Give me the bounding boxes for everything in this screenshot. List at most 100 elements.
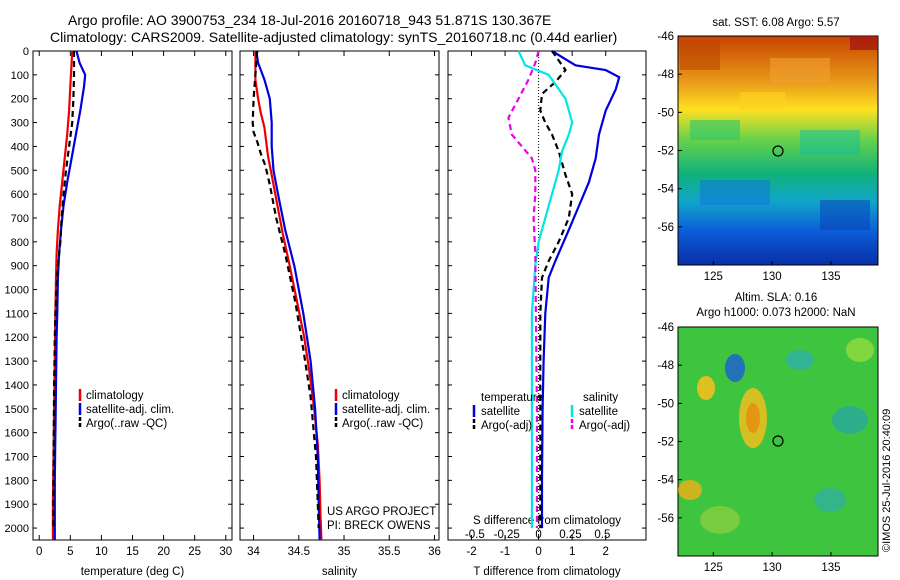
temp-legend-label: climatology [86,390,144,402]
depth-tick-label: 1000 [5,285,29,297]
depth-tick-label: 1800 [5,475,29,487]
depth-tick-label: 1400 [5,380,29,392]
sal-xlabel: salinity [322,566,357,578]
temp-xtick-label: 15 [126,546,139,558]
diff-series-3 [507,50,540,529]
depth-tick-label: 1200 [5,332,29,344]
temp-xtick-label: 20 [157,546,170,558]
sal-legend-label: Argo(..raw -QC) [342,418,423,430]
depth-tick-label: 1700 [5,452,29,464]
project-line-1: US ARGO PROJECT [327,506,436,518]
sst_map-xtick-label: 135 [821,271,840,283]
sla_map-ytick-label: -52 [657,437,674,449]
sst_map-ytick-label: -48 [657,69,674,81]
sal-legend-label: climatology [342,390,400,402]
temp-xtick-label: 0 [36,546,42,558]
depth-tick-label: 300 [11,118,29,130]
temp-plot-frame [32,50,233,541]
sla-map-texture [678,338,874,534]
sst-map: sat. SST: 6.08 Argo: 5.57 [677,17,879,266]
sal-xtick-label: 35.5 [378,546,400,558]
diff-xtick2-label: 0.5 [594,529,610,541]
depth-tick-label: 600 [11,189,29,201]
sla-map-subtitle: Argo h1000: 0.073 h2000: NaN [696,307,855,319]
depth-tick-label: 500 [11,165,29,177]
sla-map: Altim. SLA: 0.16 Argo h1000: 0.073 h2000… [677,292,879,557]
depth-tick-label: 1300 [5,356,29,368]
depth-tick-label: 1500 [5,404,29,416]
depth-tick-label: 1900 [5,499,29,511]
sla_map-xtick-label: 125 [704,562,723,574]
depth-tick-label: 0 [23,46,29,58]
depth-tick-label: 200 [11,94,29,106]
sla_map-xtick-label: 135 [821,562,840,574]
depth-tick-label: 800 [11,237,29,249]
diff-xlabel-salinity: S difference from climatology [473,515,621,527]
title-line-2: Climatology: CARS2009. Satellite-adjuste… [50,29,618,45]
depth-tick-label: 900 [11,261,29,273]
diff-legend-label: Argo(-adj) [481,420,532,432]
diff-series-0 [540,50,621,529]
imos-credit: ©IMOS 25-Jul-2016 20:40:09 [881,409,893,552]
temp-xtick-label: 5 [67,546,73,558]
sal-xtick-label: 36 [428,546,441,558]
sst_map-ytick-label: -54 [657,184,674,196]
temp-series-2 [52,51,76,529]
temperature-panel: 0 5 10 15 20 25 300100200300400500600700800900… [5,46,233,578]
sal-xtick-label: 34.5 [288,546,310,558]
depth-tick-label: 2000 [5,523,29,535]
difference-panel: -2 -1 0 1 2 T difference from climatology S di… [447,50,647,578]
sst_map-xtick-label: 130 [763,271,782,283]
salinity-panel: 34 34.5 35 35.5 36 salinity climatology satelli… [239,50,441,578]
depth-tick-label: 400 [11,141,29,153]
diff-xtick2-label: 0 [535,529,541,541]
sla-map-title: Altim. SLA: 0.16 [735,292,817,304]
sal-xtick-label: 35 [338,546,351,558]
diff-series-1 [539,50,574,529]
temp-xtick-label: 10 [95,546,108,558]
sal-legend-label: satellite-adj. clim. [342,404,430,416]
diff-legend-title-temperature: temperature [481,392,543,404]
sal-series-1 [255,50,321,541]
diff-xtick-label: 2 [603,546,609,558]
sla_map-ytick-label: -50 [657,398,674,410]
diff-xtick-label: -2 [466,546,476,558]
sst_map-ytick-label: -50 [657,107,674,119]
diff-xtick-label: 0 [535,546,541,558]
sla_map-ytick-label: -56 [657,513,674,525]
sla-argo-marker [772,435,784,447]
sal-plot-frame [239,50,440,541]
diff-xtick-label: -1 [500,546,510,558]
sst_map-ytick-label: -46 [657,31,674,43]
map-axes: 125 130 135 -46 -48 -50 -52 -54 -56 125 130 135 -46 -… [657,31,840,574]
temp-legend-label: Argo(..raw -QC) [86,418,167,430]
diff-xtick-label: 1 [569,546,575,558]
diff-xlabel: T difference from climatology [473,566,620,578]
title-line-1: Argo profile: AO 3900753_234 18-Jul-2016… [68,12,552,28]
sla_map-ytick-label: -48 [657,360,674,372]
depth-tick-label: 100 [11,70,29,82]
diff-xtick2-label: 0.25 [559,529,581,541]
sla_map-ytick-label: -46 [657,322,674,334]
diff-legend-label: Argo(-adj) [579,420,630,432]
temp-xtick-label: 25 [188,546,201,558]
diff-xtick2-label: -0.5 [465,529,485,541]
depth-tick-label: 1600 [5,428,29,440]
sst_map-xtick-label: 125 [704,271,723,283]
temp-xtick-label: 30 [219,546,232,558]
temp-series-0 [51,50,74,540]
sla_map-ytick-label: -54 [657,475,674,487]
depth-tick-label: 700 [11,213,29,225]
temp-legend-label: satellite-adj. clim. [86,404,174,416]
diff-series-2 [517,50,574,529]
temp-xlabel: temperature (deg C) [81,566,185,578]
sst_map-ytick-label: -52 [657,146,674,158]
sal-xtick-label: 34 [247,546,260,558]
sla_map-xtick-label: 130 [763,562,782,574]
depth-tick-label: 1100 [5,308,29,320]
diff-legend-label: satellite [579,406,618,418]
sst_map-ytick-label: -56 [657,222,674,234]
diff-legend-title-salinity: salinity [583,392,618,404]
sst-map-title: sat. SST: 6.08 Argo: 5.57 [712,17,839,29]
